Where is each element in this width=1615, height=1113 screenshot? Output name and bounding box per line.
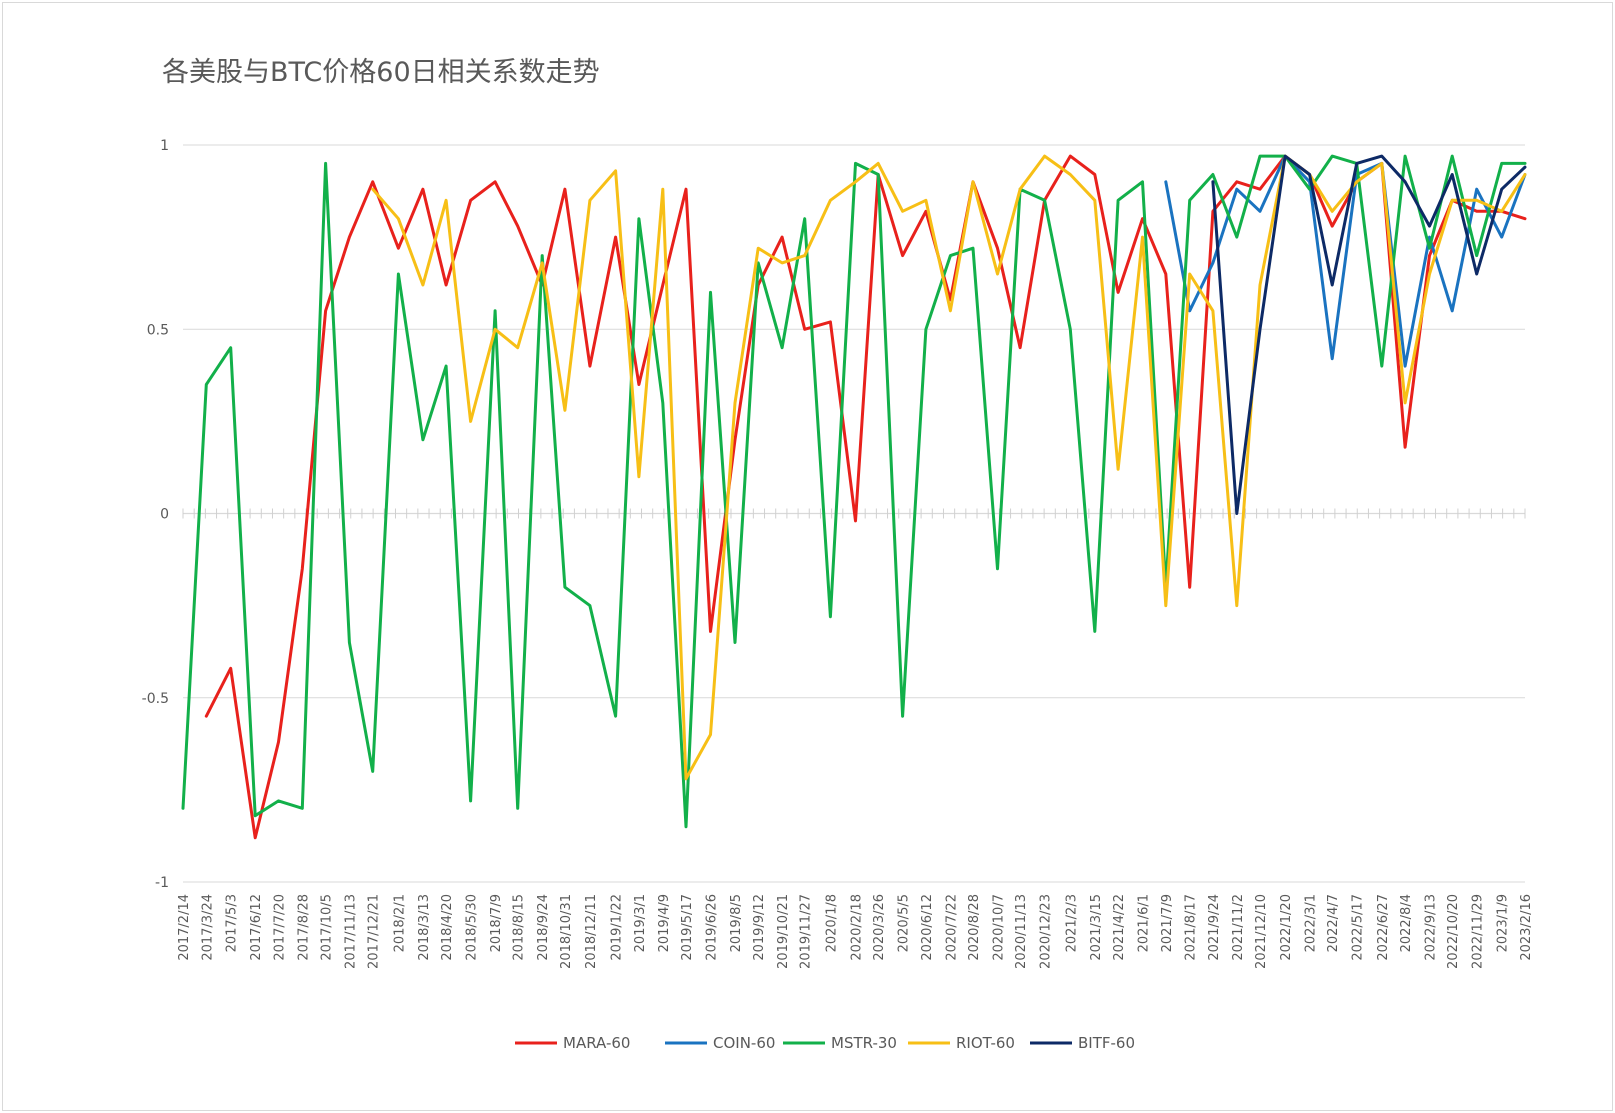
x-tick-label: 2022/3/1: [1304, 894, 1319, 952]
x-tick-label: 2017/10/5: [320, 894, 335, 961]
x-tick-label: 2020/2/18: [850, 894, 865, 961]
x-tick-label: 2019/6/26: [704, 894, 719, 961]
legend-label-bitf-60: BITF-60: [1078, 1034, 1135, 1052]
x-tick-label: 2018/4/20: [440, 894, 455, 961]
x-tick-label: 2021/7/9: [1160, 894, 1175, 952]
x-tick-label: 2019/10/21: [776, 894, 791, 969]
y-tick-label: 1: [160, 138, 169, 154]
x-tick-label: 2021/6/1: [1137, 894, 1152, 952]
x-tick-label: 2020/10/7: [992, 894, 1007, 961]
x-tick-label: 2019/8/5: [729, 894, 744, 952]
x-tick-label: 2017/11/13: [343, 894, 358, 969]
x-tick-label: 2021/9/24: [1207, 894, 1222, 961]
x-tick-label: 2019/11/27: [799, 894, 814, 969]
y-tick-label: 0.5: [147, 322, 169, 338]
x-tick-label: 2021/4/22: [1112, 894, 1127, 961]
x-tick-label: 2018/5/30: [465, 894, 480, 961]
x-tick-label: 2017/3/24: [200, 894, 215, 961]
x-tick-label: 2017/8/28: [296, 894, 311, 961]
x-tick-label: 2020/11/13: [1014, 894, 1029, 969]
x-tick-label: 2021/12/10: [1254, 894, 1269, 969]
legend-label-riot-60: RIOT-60: [956, 1034, 1015, 1052]
series-line-bitf-60: [1211, 154, 1527, 515]
x-tick-label: 2018/10/31: [559, 894, 574, 969]
x-tick-label: 2019/4/9: [657, 894, 672, 952]
legend-label-mara-60: MARA-60: [563, 1034, 630, 1052]
x-tick-label: 2017/12/21: [367, 894, 382, 969]
x-tick-label: 2022/9/13: [1424, 894, 1439, 961]
legend-label-coin-60: COIN-60: [713, 1034, 775, 1052]
y-tick-label: 0: [160, 507, 169, 523]
x-tick-label: 2020/1/8: [824, 894, 839, 952]
x-tick-label: 2017/5/3: [225, 894, 240, 952]
x-tick-label: 2021/8/17: [1184, 894, 1199, 961]
x-tick-label: 2020/12/23: [1039, 894, 1054, 969]
x-tick-label: 2023/2/16: [1519, 894, 1534, 961]
x-tick-label: 2017/6/12: [249, 894, 264, 961]
x-tick-label: 2022/8/4: [1399, 894, 1414, 952]
series-line-riot-60: [371, 154, 1527, 781]
x-tick-label: 2017/7/20: [272, 894, 287, 961]
x-tick-label: 2020/8/28: [967, 894, 982, 961]
x-tick-label: 2019/5/17: [680, 894, 695, 961]
x-tick-label: 2018/2/1: [392, 894, 407, 952]
x-tick-label: 2020/7/22: [944, 894, 959, 961]
x-tick-label: 2020/6/12: [920, 894, 935, 961]
x-tick-label: 2022/5/17: [1351, 894, 1366, 961]
x-tick-label: 2022/6/27: [1376, 894, 1391, 961]
x-tick-label: 2018/3/13: [417, 894, 432, 961]
x-tick-label: 2019/1/22: [610, 894, 625, 961]
x-tick-label: 2023/1/9: [1496, 894, 1511, 952]
x-tick-label: 2017/2/14: [177, 894, 192, 961]
series-line-coin-60: [1164, 154, 1527, 368]
x-tick-label: 2018/8/15: [512, 894, 527, 961]
x-tick-label: 2018/9/24: [536, 894, 551, 961]
x-tick-label: 2022/10/20: [1446, 894, 1461, 969]
x-tick-label: 2018/7/9: [489, 894, 504, 952]
x-tick-label: 2022/11/29: [1471, 894, 1486, 969]
x-tick-label: 2021/2/3: [1064, 894, 1079, 952]
x-tick-label: 2019/9/12: [752, 894, 767, 961]
chart-title: 各美股与BTC价格60日相关系数走势: [162, 57, 600, 88]
x-tick-label: 2021/11/2: [1231, 894, 1246, 961]
legend-label-mstr-30: MSTR-30: [831, 1034, 897, 1052]
x-tick-label: 2020/5/5: [897, 894, 912, 952]
x-tick-label: 2022/1/20: [1279, 894, 1294, 961]
x-tick-label: 2022/4/7: [1326, 894, 1341, 952]
y-tick-label: -0.5: [142, 691, 169, 707]
x-tick-label: 2018/12/11: [584, 894, 599, 969]
y-tick-label: -1: [155, 875, 169, 891]
x-tick-label: 2019/3/1: [633, 894, 648, 952]
x-tick-label: 2021/3/15: [1089, 894, 1104, 961]
series-line-mstr-30: [181, 154, 1527, 829]
x-tick-label: 2020/3/26: [872, 894, 887, 961]
